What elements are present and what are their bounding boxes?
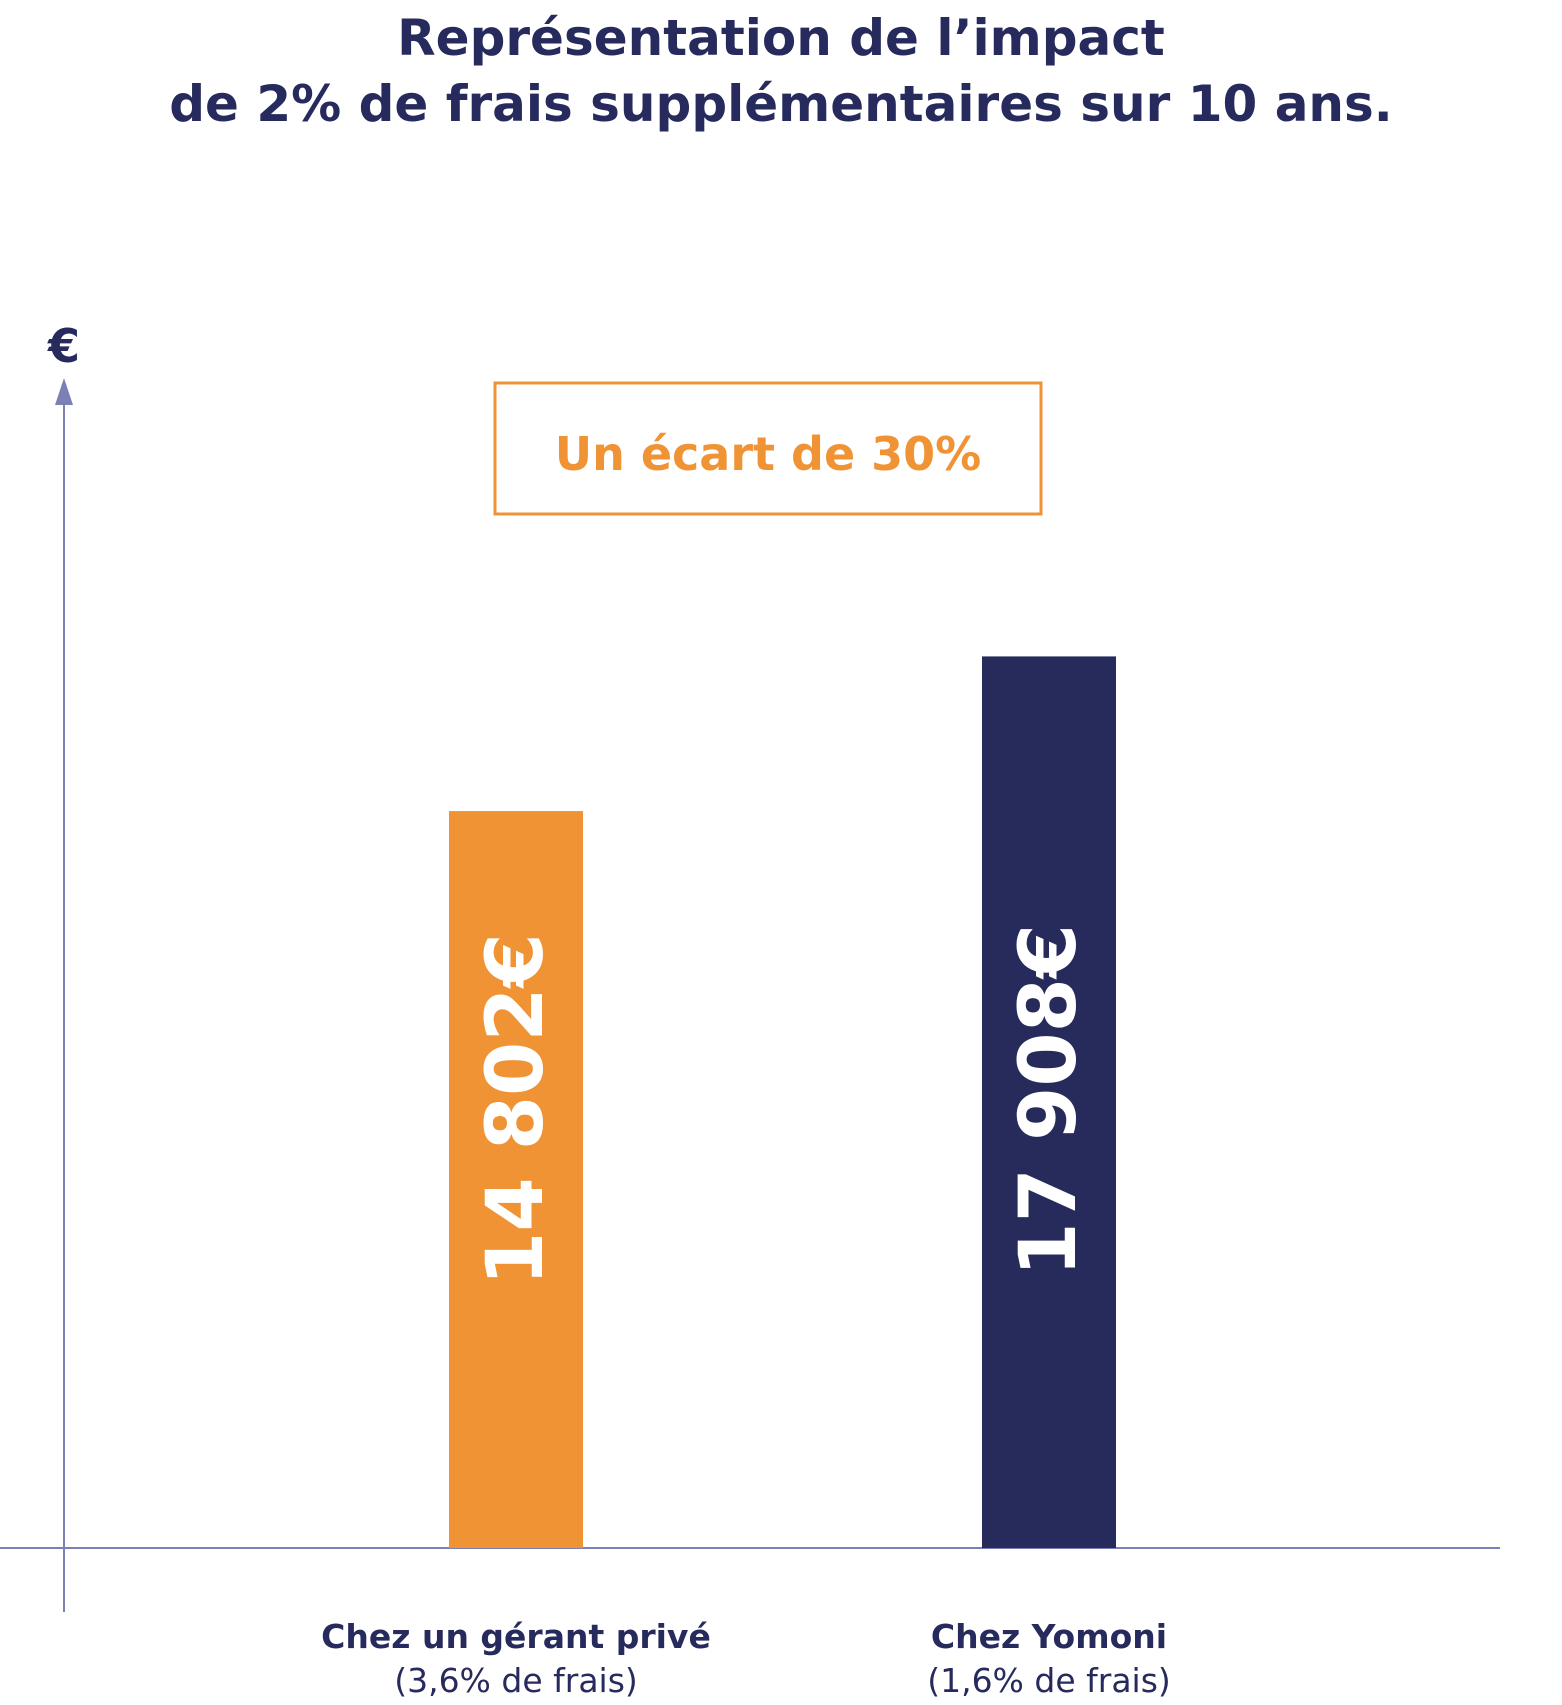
- chart-title-line-1: Représentation de l’impact: [397, 9, 1165, 67]
- annotation-text: Un écart de 30%: [555, 427, 982, 481]
- category-label-gerant-prive: Chez un gérant privé: [321, 1617, 711, 1656]
- bar-1: [982, 656, 1116, 1548]
- y-axis-arrow: [55, 378, 73, 405]
- bar-0: [449, 811, 583, 1548]
- bar-value-label-0: 14 802€: [471, 933, 561, 1286]
- category-subtitle-gerant-prive: (3,6% de frais): [394, 1661, 638, 1700]
- category-label-yomoni: Chez Yomoni: [931, 1617, 1167, 1656]
- y-axis-unit-label: €: [47, 319, 80, 373]
- bar-value-label-1: 17 908€: [1004, 924, 1094, 1277]
- category-subtitle-yomoni: (1,6% de frais): [927, 1661, 1171, 1700]
- annotation-box: [493, 381, 1043, 516]
- chart-title-line-2: de 2% de frais supplémentaires sur 10 an…: [169, 75, 1393, 133]
- bars-group: 14 802€ 17 908€: [449, 656, 1116, 1548]
